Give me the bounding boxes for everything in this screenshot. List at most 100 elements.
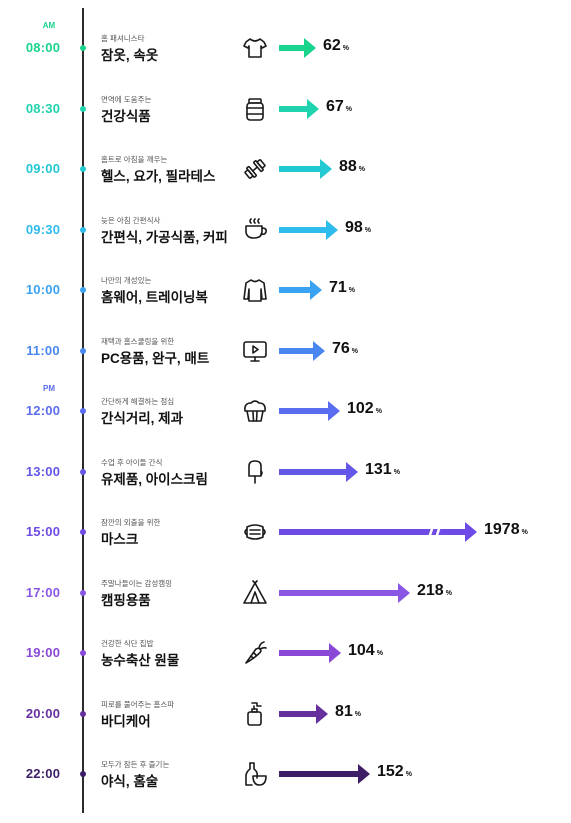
value-label: 98% (345, 219, 371, 237)
timeline-dot (80, 105, 86, 112)
value-number: 76 (332, 339, 350, 357)
value-bar (279, 280, 322, 300)
category-subtitle: 건강한 식단 집밥 (101, 639, 154, 648)
value-number: 131 (365, 460, 392, 478)
category-subtitle: 홈 패셔니스타 (101, 34, 145, 43)
value-number: 98 (345, 218, 363, 236)
time-label: 09:00 (25, 161, 61, 176)
time-label: 17:00 (25, 584, 61, 600)
value-bar (279, 159, 332, 179)
chart-row: 22:00 모두가 잠든 후 즐기는 야식, 홈술 152% (0, 759, 571, 799)
timeline-dot (80, 650, 86, 656)
value-label: 152% (377, 763, 412, 781)
value-label: 88% (339, 158, 365, 176)
category-subtitle: 면역에 도움주는 (101, 94, 152, 104)
value-unit: % (375, 408, 382, 415)
value-bar (279, 340, 325, 361)
category-subtitle: 수업 후 아이들 간식 (101, 457, 163, 467)
value-number: 218 (417, 581, 444, 599)
value-bar (279, 643, 341, 663)
category-label: 홈웨어, 트레이닝복 (101, 290, 208, 305)
time-label: 15:00 (25, 524, 61, 539)
value-bar (279, 401, 340, 421)
category-label: 마스크 (101, 532, 139, 547)
chart-row: 20:00 피로를 풀어주는 홈스파 바디케어 81% (0, 699, 571, 739)
category-label: 잠옷, 속옷 (101, 48, 159, 63)
monitor-icon (242, 338, 268, 364)
category-subtitle: 늦은 아침 간편식사 (101, 215, 161, 225)
timeline-dot (80, 226, 86, 233)
category-label: 간식거리, 제과 (101, 411, 184, 426)
value-label: 67% (326, 98, 352, 116)
value-bar (279, 98, 319, 119)
category-subtitle: 홈트로 아침을 깨우는 (101, 155, 168, 164)
dumbbell-icon (242, 156, 268, 182)
timeline-dot (80, 589, 86, 596)
chart-row: 09:30 늦은 아침 간편식사 간편식, 가공식품, 커피 98% (0, 215, 571, 255)
pump-bottle-icon (242, 701, 268, 727)
category-label: 간편식, 가공식품, 커피 (101, 229, 228, 245)
category-subtitle: 피로를 풀어주는 홈스파 (101, 699, 175, 709)
carrot-icon (242, 640, 268, 666)
time-label: 11:00 (26, 342, 60, 358)
timeline-dot (80, 45, 86, 51)
category-subtitle: 모두가 잠든 후 즐기는 (101, 760, 170, 769)
chart-row: 13:00 수업 후 아이들 간식 유제품, 아이스크림 131% (0, 457, 571, 497)
tshirt-icon (242, 35, 268, 61)
timeline-dot (80, 347, 86, 354)
value-unit: % (376, 650, 383, 657)
time-label: 13:00 (25, 463, 61, 479)
value-number: 71 (329, 279, 347, 296)
tent-icon (242, 579, 268, 606)
mask-icon (242, 519, 268, 545)
chart-row: 17:00 주말나들이는 감성캠핑 캠핑용품 218% (0, 578, 571, 618)
category-subtitle: 나만의 개성있는 (101, 276, 152, 285)
value-unit: % (354, 710, 362, 718)
timeline-dot (80, 287, 86, 293)
time-label: 08:00 (25, 40, 61, 55)
value-label: 76% (332, 340, 358, 358)
value-number: 152 (377, 763, 404, 780)
value-unit: % (521, 529, 528, 536)
category-subtitle: 재택과 홈스쿨링을 위한 (101, 336, 175, 346)
timeline-dot (80, 408, 86, 414)
value-bar (279, 219, 338, 240)
value-unit: % (445, 589, 452, 597)
ampm-label: AM (42, 21, 56, 30)
chart-row: AM 08:00 홈 패셔니스타 잠옷, 속옷 62% (0, 21, 571, 73)
category-subtitle: 잠깐의 외출을 위한 (101, 518, 161, 527)
category-label: 건강식품 (101, 108, 151, 124)
value-bar (279, 38, 316, 58)
timeline-dot (80, 166, 86, 172)
value-unit: % (342, 45, 350, 52)
value-unit: % (358, 166, 366, 173)
category-label: 캠핑용품 (101, 592, 151, 608)
value-bar (279, 703, 328, 724)
category-label: 헬스, 요가, 필라테스 (101, 169, 216, 184)
value-label: 218% (417, 582, 452, 600)
chart-row: 11:00 재택과 홈스쿨링을 위한 PC용품, 완구, 매트 76% (0, 336, 571, 376)
time-label: 19:00 (25, 645, 61, 660)
value-label: 104% (348, 642, 383, 660)
muffin-icon (242, 398, 268, 424)
value-unit: % (405, 771, 412, 778)
chart-row: PM 12:00 간단하게 해결하는 점심 간식거리, 제과 102% (0, 384, 571, 436)
timeline-dot (80, 710, 86, 717)
category-label: 야식, 홈술 (101, 774, 159, 789)
category-label: 농수축산 원물 (101, 653, 180, 668)
value-unit: % (393, 468, 400, 476)
value-label: 81% (335, 703, 361, 721)
ice-cream-icon (242, 459, 268, 485)
timeline-dot (80, 468, 86, 475)
value-number: 102 (347, 400, 374, 417)
value-bar (279, 522, 477, 542)
sweatshirt-icon (242, 277, 268, 303)
value-bar (279, 764, 370, 784)
value-number: 88 (339, 158, 357, 175)
chart-row: 10:00 나만의 개성있는 홈웨어, 트레이닝복 71% (0, 275, 571, 315)
time-label: 08:30 (25, 100, 61, 116)
value-number: 104 (348, 642, 375, 659)
